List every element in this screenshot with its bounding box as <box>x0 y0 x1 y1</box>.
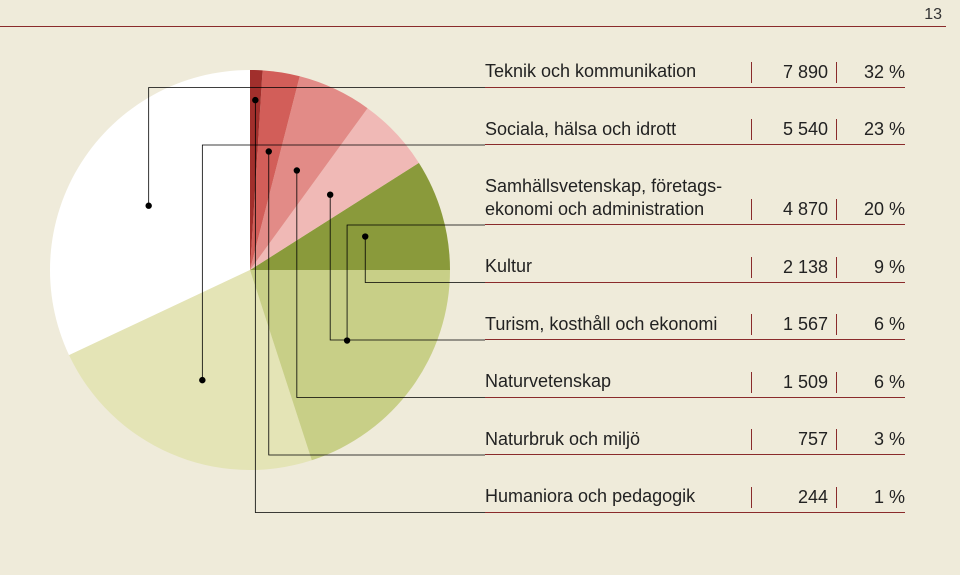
row-label: Turism, kosthåll och ekonomi <box>485 313 751 336</box>
table-row: Turism, kosthåll och ekonomi1 5676 % <box>485 313 905 341</box>
row-label: Naturbruk och miljö <box>485 428 751 451</box>
table-row: Kultur2 1389 % <box>485 255 905 283</box>
table-row: Teknik och kommunikation7 89032 % <box>485 60 905 88</box>
row-value: 5 540 <box>751 119 836 140</box>
row-percent: 32 % <box>836 62 905 83</box>
row-value: 1 567 <box>751 314 836 335</box>
row-label: Humaniora och pedagogik <box>485 485 751 508</box>
row-value: 2 138 <box>751 257 836 278</box>
row-value: 757 <box>751 429 836 450</box>
row-percent: 9 % <box>836 257 905 278</box>
legend-table: Teknik och kommunikation7 89032 % Sociala… <box>485 60 905 543</box>
table-row: Naturvetenskap1 5096 % <box>485 370 905 398</box>
row-percent: 6 % <box>836 372 905 393</box>
row-label: Naturvetenskap <box>485 370 751 393</box>
table-row: Sociala, hälsa och idrott5 54023 % <box>485 118 905 146</box>
row-percent: 6 % <box>836 314 905 335</box>
row-label: Teknik och kommunikation <box>485 60 751 83</box>
row-value: 244 <box>751 487 836 508</box>
row-value: 4 870 <box>751 199 836 220</box>
row-label: Kultur <box>485 255 751 278</box>
table-row: Humaniora och pedagogik2441 % <box>485 485 905 513</box>
row-percent: 20 % <box>836 199 905 220</box>
row-percent: 3 % <box>836 429 905 450</box>
table-row: Samhällsvetenskap, företags-ekonomi och … <box>485 175 905 225</box>
row-label: Sociala, hälsa och idrott <box>485 118 751 141</box>
row-value: 1 509 <box>751 372 836 393</box>
table-row: Naturbruk och miljö7573 % <box>485 428 905 456</box>
pie-chart <box>30 50 470 490</box>
page: 13 Teknik och kommunikation7 89032 %Soci… <box>0 0 960 575</box>
row-value: 7 890 <box>751 62 836 83</box>
row-percent: 1 % <box>836 487 905 508</box>
row-percent: 23 % <box>836 119 905 140</box>
row-label: Samhällsvetenskap, företags-ekonomi och … <box>485 175 751 220</box>
